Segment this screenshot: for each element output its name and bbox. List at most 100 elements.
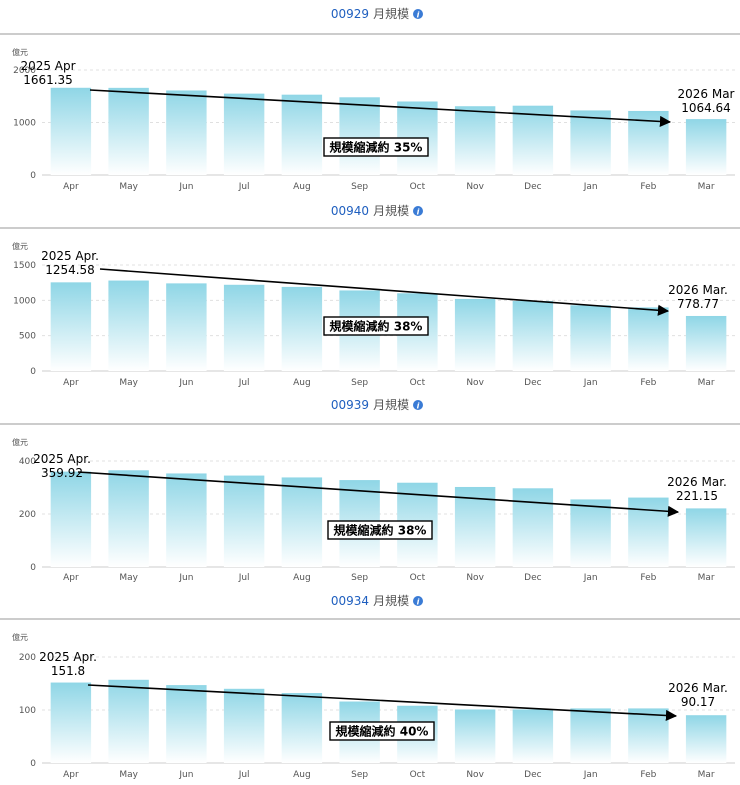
info-icon: [413, 9, 423, 19]
reduction-annotation-text: 規模縮減約 38%: [330, 319, 423, 334]
bar-Apr: [50, 682, 92, 763]
chart-title-code: 00940: [331, 204, 369, 218]
bar-Nov: [454, 298, 496, 371]
y-unit-label: 億元: [12, 632, 28, 642]
bar-Jul: [223, 93, 265, 175]
x-tick-label: Oct: [410, 378, 426, 388]
x-tick-label: Dec: [524, 378, 541, 388]
x-tick-label: Apr: [63, 770, 79, 780]
x-tick-label: Nov: [466, 182, 484, 192]
info-icon-glyph: i: [417, 598, 420, 607]
x-tick-label: Jun: [178, 770, 193, 780]
bar-Mar: [685, 315, 727, 371]
start-label-date: 2025 Apr.: [39, 650, 97, 664]
bar-Jun: [166, 90, 207, 175]
info-icon-glyph: i: [417, 208, 420, 217]
info-icon: [413, 206, 423, 216]
end-label-value: 90.17: [681, 695, 715, 709]
chart-title: 00934 月規模: [331, 593, 409, 608]
chart-panel-00939: 00939 月規模 i 億元 0 200 400 Apr May Jun Jul Aug Sep Oct N…: [0, 397, 740, 583]
reduction-annotation-text: 規模縮減約 35%: [330, 140, 423, 155]
x-tick-label: Jul: [238, 770, 250, 780]
end-label-value: 778.77: [677, 297, 719, 311]
bar-Apr: [50, 87, 92, 175]
reduction-annotation-box: [329, 721, 435, 741]
end-label-date: 2026 Mar.: [668, 283, 728, 297]
x-tick-label: Nov: [466, 770, 484, 780]
bar-Aug: [281, 477, 323, 567]
bar-Nov: [454, 486, 496, 567]
x-tick-label: Oct: [410, 770, 426, 780]
chart-title: 00940 月規模: [331, 203, 409, 218]
x-tick-label: Aug: [293, 770, 311, 780]
bar-Dec: [512, 105, 554, 175]
reduction-annotation-box: [323, 316, 429, 336]
start-label-value: 359.92: [41, 466, 83, 480]
trend-arrow: [77, 471, 680, 517]
info-icon-glyph: i: [417, 11, 420, 20]
x-tick-label: Sep: [351, 182, 368, 192]
info-icon: [413, 596, 423, 606]
y-tick-label: 1000: [13, 296, 36, 306]
bar-Jan: [570, 110, 611, 175]
y-tick-label: 0: [30, 367, 36, 377]
bar-Feb: [628, 497, 669, 567]
y-tick-label: 200: [19, 510, 36, 520]
x-tick-label: Aug: [293, 182, 311, 192]
y-tick-label: 1000: [13, 119, 36, 129]
y-unit-label: 億元: [12, 47, 28, 57]
bar-Sep: [339, 97, 380, 175]
chart-title-code: 00929: [331, 7, 369, 21]
bar-Dec: [512, 301, 554, 371]
chart-title: 00929 月規模: [331, 6, 409, 21]
reduction-annotation-text: 規模縮減約 40%: [336, 724, 429, 739]
x-tick-label: Dec: [524, 573, 541, 583]
x-tick-label: Jan: [583, 573, 598, 583]
bar-May: [108, 280, 149, 371]
bar-Mar: [685, 715, 727, 763]
y-unit-label: 億元: [12, 437, 28, 447]
x-tick-label: Oct: [410, 182, 426, 192]
chart-title-suffix: 月規模: [373, 203, 409, 218]
chart-panel-00934: 00934 月規模 i 億元 0 100 200 Apr May Jun Jul Aug Sep Oct N…: [0, 593, 740, 780]
y-tick-label: 1500: [13, 261, 36, 271]
x-tick-label: Aug: [293, 573, 311, 583]
x-tick-label: Jul: [238, 182, 250, 192]
bar-Jan: [570, 305, 611, 371]
y-unit-label: 億元: [12, 241, 28, 251]
end-label-date: 2026 Mar: [678, 87, 735, 101]
x-tick-label: Aug: [293, 378, 311, 388]
x-tick-label: Nov: [466, 378, 484, 388]
chart-title: 00939 月規模: [331, 397, 409, 412]
reduction-annotation-box: [327, 520, 433, 540]
bar-Jun: [166, 473, 207, 567]
x-tick-label: May: [119, 378, 138, 388]
bar-Mar: [685, 119, 727, 175]
x-tick-label: Oct: [410, 573, 426, 583]
y-tick-label: 500: [19, 332, 36, 342]
bar-Apr: [50, 471, 92, 567]
trend-arrow: [89, 89, 672, 128]
bar-Jun: [166, 685, 207, 763]
bar-Mar: [685, 508, 727, 567]
start-label-value: 1254.58: [45, 263, 95, 277]
x-tick-label: May: [119, 770, 138, 780]
info-icon-glyph: i: [417, 402, 420, 411]
bar-Nov: [454, 106, 496, 175]
y-tick-label: 0: [30, 563, 36, 573]
reduction-annotation-text: 規模縮減約 38%: [334, 523, 427, 538]
start-label-value: 151.8: [51, 664, 85, 678]
trend-arrow: [87, 684, 678, 722]
chart-title-code: 00939: [331, 398, 369, 412]
x-tick-label: Feb: [640, 573, 656, 583]
x-tick-label: Jan: [583, 182, 598, 192]
x-tick-label: Jun: [178, 378, 193, 388]
trend-arrow: [99, 268, 670, 316]
start-label-date: 2025 Apr.: [41, 249, 99, 263]
chart-panel-00929: 00929 月規模 i 億元 0 1000 2000 Apr May Jun Jul Aug Sep Oc…: [0, 6, 740, 192]
x-tick-label: Jul: [238, 378, 250, 388]
bar-Aug: [281, 94, 323, 175]
x-tick-label: Mar: [698, 770, 715, 780]
x-tick-label: Mar: [698, 378, 715, 388]
chart-title-suffix: 月規模: [373, 593, 409, 608]
